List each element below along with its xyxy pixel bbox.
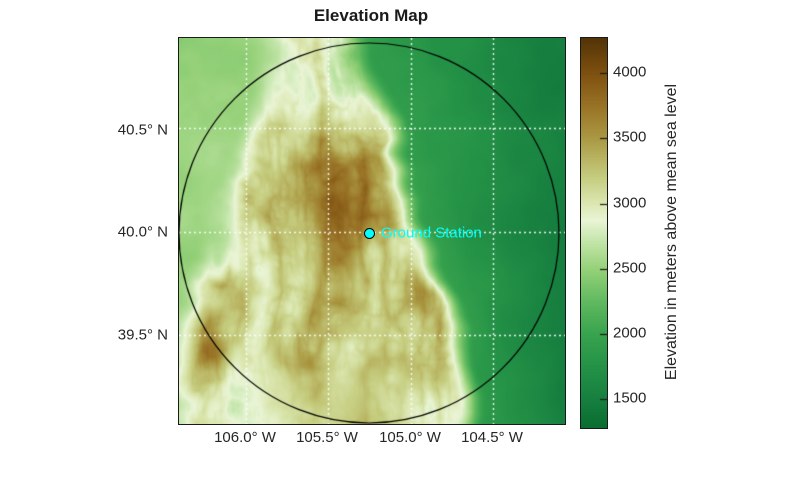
lon-tick-label: 105.5° W — [296, 429, 358, 446]
lat-tick-label: 40.5° N — [117, 121, 168, 139]
colorbar-tick-label: 1500 — [613, 389, 647, 407]
plot-title: Elevation Map — [313, 6, 429, 25]
lat-tick-label: 39.5° N — [117, 326, 168, 344]
colorbar-tick-label: 2000 — [613, 324, 647, 342]
lon-tick-label: 105.0° W — [379, 429, 441, 446]
ground-station-label: Ground Station — [381, 224, 482, 242]
colorbar-axis-label: Elevation in meters above mean sea level — [663, 83, 680, 381]
lon-tick-label: 104.5° W — [461, 429, 523, 446]
lat-tick-label: 40.0° N — [117, 223, 168, 241]
map-plot-area: Ground Station — [178, 37, 566, 425]
colorbar-tick-label: 2500 — [613, 259, 647, 277]
lon-tick-label: 106.0° W — [214, 429, 276, 446]
ground-station-marker[interactable] — [364, 228, 375, 239]
colorbar-tick-label: 3000 — [613, 194, 647, 212]
colorbar — [580, 37, 608, 429]
colorbar-tick-label: 3500 — [613, 128, 647, 146]
colorbar-tick-label: 4000 — [613, 63, 647, 81]
